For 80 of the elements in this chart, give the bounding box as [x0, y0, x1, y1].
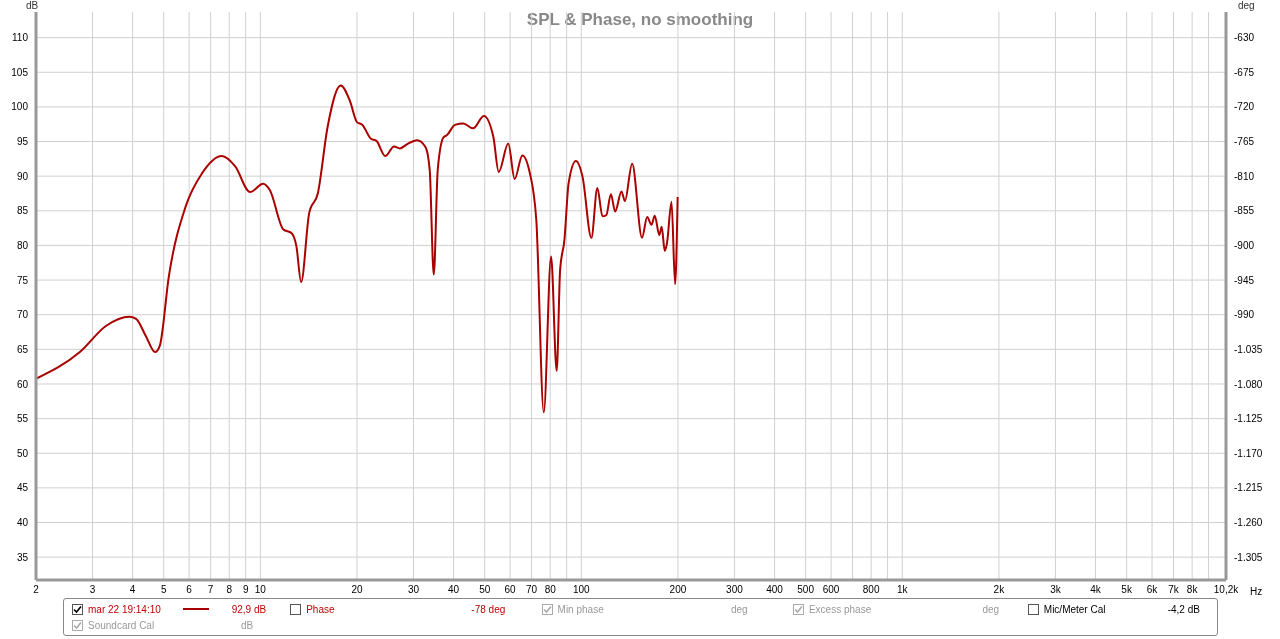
- y-tick-label: 110: [12, 32, 29, 44]
- text: Min phase: [557, 603, 605, 615]
- text: mar 22 19:14:10: [88, 603, 162, 615]
- x-tick-label: 4: [129, 584, 136, 596]
- y2-tick-label: -990: [1234, 309, 1255, 321]
- y2-tick-label: -900: [1234, 239, 1255, 251]
- x-tick-label: 9: [242, 584, 249, 596]
- x-tick-label: 500: [797, 584, 815, 596]
- x-tick-label: 2: [33, 584, 40, 596]
- x-tick-label: 200: [669, 584, 687, 596]
- x-tick-label: 30: [407, 584, 420, 596]
- text: Soundcard Cal: [88, 619, 156, 631]
- x-tick-label: 70: [526, 584, 538, 596]
- y2-tick-label: -675: [1234, 66, 1255, 78]
- y-tick-label: 55: [16, 413, 29, 425]
- y-tick-label: 40: [16, 517, 29, 529]
- x-tick-label: 7: [207, 584, 214, 596]
- text: 92,9 dB: [230, 603, 267, 615]
- y-axis-title: dB: [26, 0, 39, 11]
- x-tick-label: 5k: [1121, 584, 1133, 596]
- y-tick-label: 80: [16, 239, 29, 251]
- y2-tick-label: -945: [1234, 274, 1255, 286]
- x-axis-title: Hz: [1250, 586, 1263, 597]
- x-tick-label: 10,2k: [1213, 584, 1240, 596]
- x-tick-label: 800: [862, 584, 880, 596]
- y2-tick-label: -810: [1234, 170, 1255, 182]
- x-tick-label: 400: [766, 584, 784, 596]
- x-tick-label: 2k: [993, 584, 1006, 596]
- y2-tick-label: -1.215: [1234, 482, 1263, 494]
- x-tick-label: 80: [544, 584, 557, 596]
- y2-tick-label: -1.170: [1234, 447, 1263, 459]
- x-tick-label: 50: [479, 584, 491, 596]
- y-tick-label: 75: [16, 274, 29, 286]
- x-tick-label: 20: [351, 584, 363, 596]
- x-tick-label: 40: [448, 584, 460, 596]
- y-tick-label: 50: [16, 447, 29, 459]
- text: Excess phase: [808, 603, 873, 615]
- x-tick-label: 300: [726, 584, 744, 596]
- x-tick-label: 10: [254, 584, 267, 596]
- x-tick-label: 3k: [1050, 584, 1062, 596]
- y-tick-label: 100: [11, 101, 29, 113]
- y2-tick-label: -1.080: [1234, 378, 1263, 390]
- y2-tick-label: -720: [1234, 101, 1255, 113]
- y2-tick-label: -630: [1234, 32, 1255, 44]
- text: Phase: [306, 603, 336, 615]
- x-tick-label: 100: [572, 584, 591, 596]
- x-tick-label: 8: [226, 584, 233, 596]
- x-tick-label: 8k: [1186, 584, 1199, 596]
- y-tick-label: 85: [16, 205, 29, 217]
- y2-tick-label: -1.305: [1234, 551, 1263, 563]
- x-tick-label: 600: [822, 584, 840, 596]
- y2-tick-label: -1.125: [1234, 413, 1263, 425]
- text: dB: [241, 619, 255, 631]
- y-tick-label: 95: [16, 136, 29, 148]
- x-tick-label: 4k: [1090, 584, 1102, 596]
- text: -4,2 dB: [1167, 603, 1201, 615]
- text: Mic/Meter Cal: [1043, 603, 1107, 615]
- x-tick-label: 1k: [896, 584, 909, 596]
- y2-tick-label: -1.035: [1234, 343, 1263, 355]
- x-tick-label: 7k: [1168, 584, 1180, 596]
- text: -78 deg: [471, 603, 507, 615]
- chart-title: SPL & Phase, no smoothing: [525, 10, 755, 30]
- y-tick-label: 45: [16, 482, 29, 494]
- y-tick-label: 60: [16, 378, 29, 390]
- y-tick-label: 90: [16, 170, 29, 182]
- y2-axis-title: deg: [1238, 0, 1255, 11]
- y-tick-label: 65: [16, 343, 29, 355]
- y-tick-label: 105: [11, 66, 29, 78]
- x-tick-label: 5: [160, 584, 167, 596]
- y-tick-label: 70: [16, 309, 29, 321]
- y-tick-label: 35: [16, 551, 29, 563]
- text: deg: [731, 603, 749, 615]
- x-tick-label: 6k: [1146, 584, 1159, 596]
- y2-tick-label: -1.260: [1234, 517, 1263, 529]
- x-tick-label: 60: [504, 584, 517, 596]
- x-tick-label: 6: [186, 584, 193, 596]
- x-tick-label: 3: [89, 584, 96, 596]
- y2-tick-label: -855: [1234, 205, 1255, 217]
- y2-tick-label: -765: [1234, 136, 1255, 148]
- text: deg: [982, 603, 1001, 615]
